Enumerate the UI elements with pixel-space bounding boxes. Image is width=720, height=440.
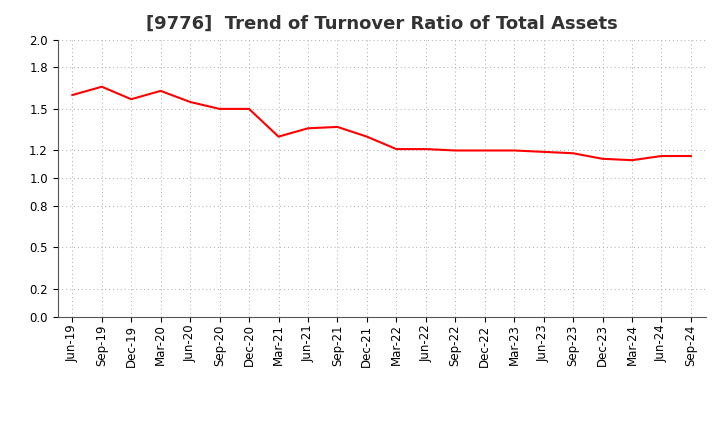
Title: [9776]  Trend of Turnover Ratio of Total Assets: [9776] Trend of Turnover Ratio of Total … (145, 15, 618, 33)
